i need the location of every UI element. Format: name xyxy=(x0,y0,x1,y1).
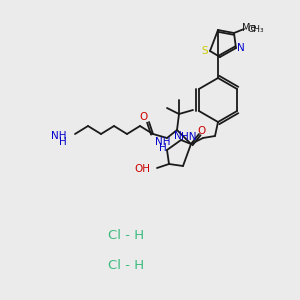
Text: Cl - H: Cl - H xyxy=(108,229,144,242)
Text: N: N xyxy=(174,131,182,141)
Text: H: H xyxy=(59,137,67,147)
Text: CH₃: CH₃ xyxy=(247,25,264,34)
Text: N: N xyxy=(237,43,245,53)
Text: NH: NH xyxy=(52,131,67,141)
Text: Me: Me xyxy=(242,23,256,33)
Text: Cl - H: Cl - H xyxy=(108,259,144,272)
Text: S: S xyxy=(202,46,208,56)
Text: O: O xyxy=(198,126,206,136)
Text: OH: OH xyxy=(134,164,150,174)
Text: O: O xyxy=(140,112,148,122)
Text: HN: HN xyxy=(182,132,197,142)
Text: NH: NH xyxy=(155,137,171,147)
Text: H: H xyxy=(159,143,167,153)
